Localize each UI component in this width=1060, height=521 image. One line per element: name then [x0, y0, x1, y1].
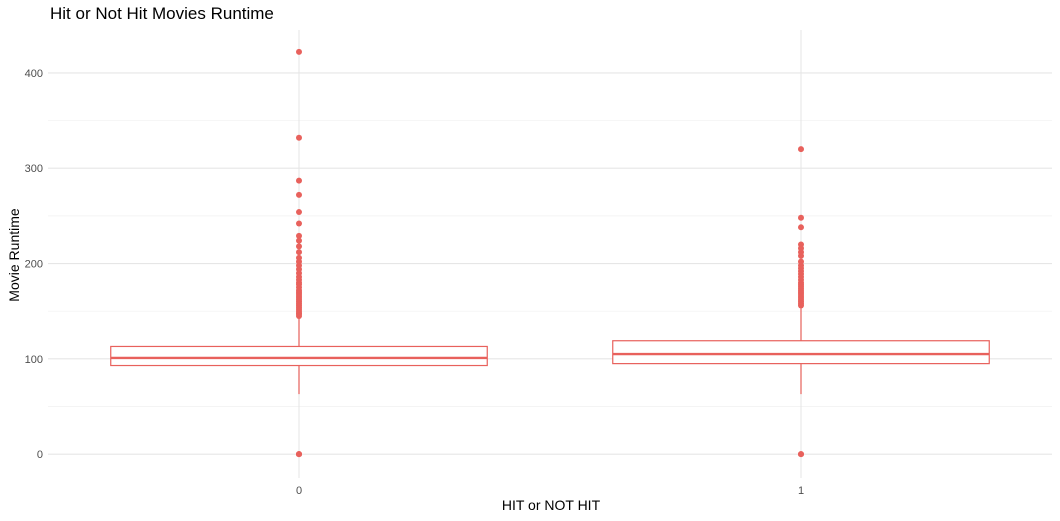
- outlier-point: [296, 191, 302, 198]
- outlier-point: [296, 232, 302, 239]
- outlier-point: [296, 451, 302, 458]
- outlier-point: [798, 214, 804, 221]
- outlier-point: [296, 249, 302, 256]
- outlier-point: [296, 243, 302, 250]
- outlier-point: [798, 224, 804, 231]
- outlier-point: [296, 177, 302, 184]
- x-tick-label: 0: [296, 485, 302, 497]
- outlier-point: [296, 134, 302, 141]
- outlier-point: [296, 254, 302, 261]
- y-tick-label: 100: [25, 354, 43, 366]
- outlier-point: [296, 237, 302, 244]
- minor-gridlines: [48, 120, 1052, 407]
- y-tick-label: 400: [25, 68, 43, 80]
- major-gridlines: [48, 30, 1052, 478]
- outlier-point: [798, 258, 804, 265]
- outlier-point: [798, 241, 804, 248]
- outlier-point: [296, 209, 302, 216]
- chart-title: Hit or Not Hit Movies Runtime: [50, 4, 274, 23]
- y-tick-label: 0: [37, 449, 43, 461]
- box-iqr: [110, 345, 488, 367]
- box-1: [612, 146, 990, 458]
- outlier-point: [296, 48, 302, 55]
- y-tick-label: 200: [25, 259, 43, 271]
- box-iqr: [612, 340, 990, 365]
- y-tick-label: 300: [25, 163, 43, 175]
- outlier-point: [798, 451, 804, 458]
- outlier-point: [798, 146, 804, 153]
- outlier-point: [296, 220, 302, 227]
- box-0: [110, 48, 488, 458]
- x-tick-label: 1: [798, 485, 804, 497]
- y-tick-labels: 0 100 200 300 400: [25, 68, 43, 461]
- x-axis-title: HIT or NOT HIT: [501, 497, 601, 513]
- boxplot-series: [110, 48, 990, 458]
